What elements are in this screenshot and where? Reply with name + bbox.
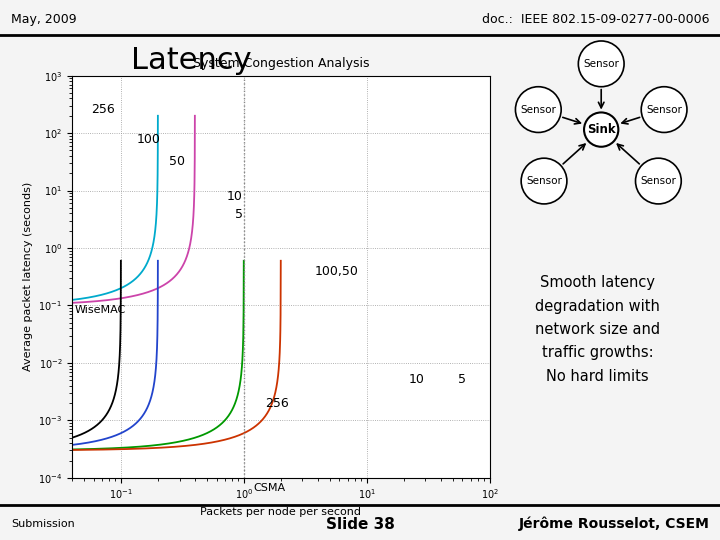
Y-axis label: Average packet latency (seconds): Average packet latency (seconds) — [22, 182, 32, 372]
Text: 10: 10 — [409, 373, 425, 386]
Text: 5: 5 — [458, 373, 466, 386]
FancyArrowPatch shape — [622, 117, 639, 124]
Text: Slide 38: Slide 38 — [325, 517, 395, 532]
Text: Sensor: Sensor — [521, 105, 557, 114]
Text: 10: 10 — [226, 190, 242, 203]
X-axis label: Packets per node per second: Packets per node per second — [200, 507, 361, 517]
Circle shape — [578, 41, 624, 87]
Circle shape — [584, 112, 618, 147]
FancyArrowPatch shape — [617, 144, 639, 164]
Circle shape — [516, 87, 561, 132]
Circle shape — [642, 87, 687, 132]
Circle shape — [636, 158, 681, 204]
Text: Smooth latency
degradation with
network size and
traffic growths:
No hard limits: Smooth latency degradation with network … — [535, 275, 660, 384]
Text: CSMA: CSMA — [253, 483, 286, 492]
Text: May, 2009: May, 2009 — [11, 13, 76, 26]
Circle shape — [521, 158, 567, 204]
Text: Sensor: Sensor — [583, 59, 619, 69]
Text: 256: 256 — [91, 103, 114, 116]
Text: Latency: Latency — [131, 46, 251, 75]
FancyArrowPatch shape — [563, 144, 585, 164]
Text: Sensor: Sensor — [640, 176, 676, 186]
Text: doc.:  IEEE 802.15-09-0277-00-0006: doc.: IEEE 802.15-09-0277-00-0006 — [482, 13, 709, 26]
Text: 5: 5 — [235, 207, 243, 221]
Text: 100: 100 — [137, 133, 161, 146]
FancyArrowPatch shape — [598, 90, 604, 108]
Text: 256: 256 — [266, 397, 289, 410]
Text: Jérôme Rousselot, CSEM: Jérôme Rousselot, CSEM — [518, 517, 709, 531]
Text: Sensor: Sensor — [526, 176, 562, 186]
Title: System Congestion Analysis: System Congestion Analysis — [192, 57, 369, 70]
FancyArrowPatch shape — [563, 117, 580, 124]
Text: Sensor: Sensor — [646, 105, 682, 114]
Text: Submission: Submission — [11, 519, 75, 529]
Text: Sink: Sink — [587, 123, 616, 136]
Text: WiseMAC: WiseMAC — [75, 305, 126, 315]
Text: 50: 50 — [168, 154, 185, 168]
Text: 100,50: 100,50 — [315, 265, 359, 278]
